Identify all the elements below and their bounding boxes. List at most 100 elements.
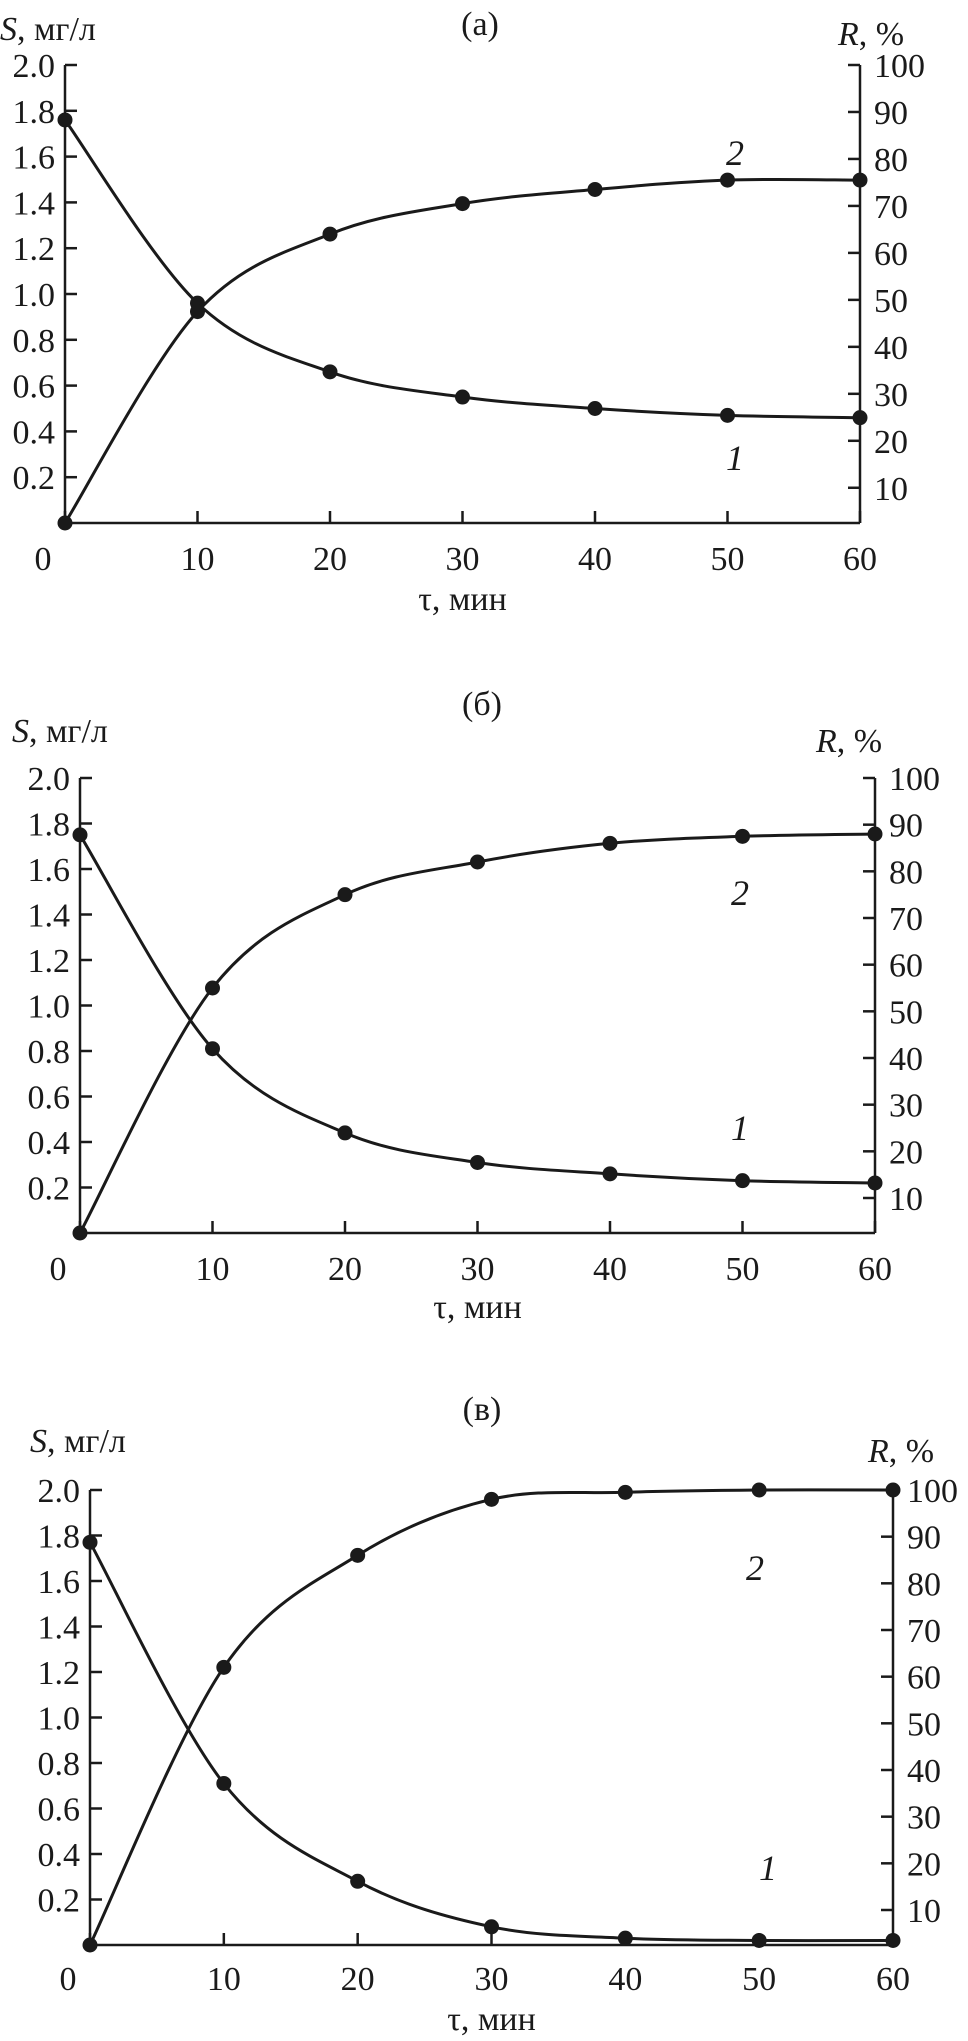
right-tick-label: 50 <box>874 283 908 320</box>
left-axis-title: S, мг/л <box>12 713 108 750</box>
right-tick-label: 30 <box>874 377 908 414</box>
series-1-point <box>751 1932 767 1948</box>
series-2-point <box>617 1484 633 1500</box>
right-tick-label: 90 <box>889 808 923 845</box>
series-1-point <box>720 407 735 423</box>
series-2-point <box>57 515 73 531</box>
right-tick-label: 70 <box>907 1613 941 1650</box>
left-tick-label: 1.4 <box>38 1610 81 1647</box>
x-axis-title: τ, мин <box>418 581 507 618</box>
chart-panel-1: (а) S, мг/л R, % 0.2 0.4 0.6 0.8 1.0 1.2 1.4 1.6 1.… <box>0 6 925 618</box>
right-axis-title: R, % <box>867 1433 934 1470</box>
series-2-point <box>885 1482 901 1498</box>
x-tick-label: 20 <box>313 541 347 578</box>
series-2-point <box>735 828 750 844</box>
series-2-point <box>455 196 470 212</box>
left-tick-label: 1.0 <box>28 989 71 1026</box>
left-tick-label: 1.8 <box>38 1519 81 1556</box>
panel-label: (а) <box>461 6 499 43</box>
left-tick-label: 2.0 <box>28 761 71 798</box>
x-tick-label: 40 <box>593 1251 627 1288</box>
right-tick-label: 10 <box>907 1893 941 1930</box>
series-2-point <box>867 826 883 842</box>
x-axis-title: τ, мин <box>447 2001 536 2038</box>
right-tick-label: 40 <box>874 330 908 367</box>
panel-label: (в) <box>463 1391 502 1428</box>
series-2-label: 2 <box>726 133 744 173</box>
x-tick-label: 0 <box>50 1251 67 1288</box>
left-tick-label: 2.0 <box>13 48 56 85</box>
series-2-point <box>587 181 603 197</box>
left-tick-label: 1.0 <box>38 1701 81 1738</box>
left-tick-label: 0.4 <box>38 1837 81 1874</box>
x-tick-label: 30 <box>446 541 480 578</box>
series-1-point <box>867 1175 883 1191</box>
series-1-point <box>587 401 603 416</box>
series-2-point <box>72 1225 88 1241</box>
left-tick-label: 1.2 <box>38 1655 81 1692</box>
x-tick-label: 60 <box>843 541 877 578</box>
x-tick-label: 50 <box>726 1251 760 1288</box>
series-2-point <box>190 304 205 320</box>
left-tick-label: 0.2 <box>38 1883 81 1920</box>
left-axis-unit: , мг/л <box>17 11 96 48</box>
right-tick-label: 40 <box>907 1753 941 1790</box>
series-1-point <box>484 1919 499 1935</box>
series-1-point <box>885 1932 901 1948</box>
series-2-point <box>720 172 735 188</box>
series-2-point <box>852 172 868 188</box>
left-axis-title: S, мг/л <box>0 11 96 48</box>
right-tick-label: 80 <box>874 142 908 179</box>
left-tick-label: 0.2 <box>13 460 56 497</box>
right-axis-unit: , % <box>837 723 882 760</box>
right-tick-label: 10 <box>874 471 908 508</box>
x-tick-label: 0 <box>35 541 52 578</box>
right-tick-label: 60 <box>907 1660 941 1697</box>
left-tick-label: 0.2 <box>28 1171 71 1208</box>
series-1-point <box>470 1154 485 1170</box>
x-axis-title: τ, мин <box>433 1289 522 1326</box>
series-2-label: 2 <box>731 873 749 913</box>
series-1-point <box>735 1173 750 1189</box>
x-tick-label: 20 <box>341 1961 375 1998</box>
right-tick-label: 60 <box>889 948 923 985</box>
series-2-point <box>602 835 618 851</box>
right-axis-unit: , % <box>859 16 904 53</box>
series-1-label: 1 <box>759 1848 777 1888</box>
right-tick-label: 90 <box>907 1520 941 1557</box>
left-tick-label: 1.6 <box>38 1564 81 1601</box>
right-axis-title: R, % <box>815 723 882 760</box>
x-tick-label: 30 <box>461 1251 495 1288</box>
left-axis-symbol: S <box>12 713 29 750</box>
left-tick-label: 1.6 <box>28 852 71 889</box>
series-1-point <box>852 410 868 426</box>
right-tick-label: 90 <box>874 95 908 132</box>
left-tick-label: 0.4 <box>13 414 56 451</box>
right-tick-label: 20 <box>907 1846 941 1883</box>
series-2-point <box>484 1491 499 1507</box>
right-tick-label: 30 <box>889 1088 923 1125</box>
x-tick-label: 30 <box>475 1961 509 1998</box>
right-axis-symbol: R <box>867 1433 889 1470</box>
chart-panel-3: (в) S, мг/л R, % 0.2 0.4 0.6 0.8 1.0 1.2 1.4 1.6 1.… <box>30 1391 958 2038</box>
series-1-point <box>350 1873 366 1889</box>
left-tick-label: 0.8 <box>13 323 56 360</box>
series-1-point <box>602 1166 618 1182</box>
left-tick-label: 1.4 <box>28 898 71 935</box>
left-axis-title: S, мг/л <box>30 1423 126 1460</box>
chart-panel-2: (б) S, мг/л R, % 0.2 0.4 0.6 0.8 1.0 1.2 1.4 1.6 1.… <box>12 686 940 1326</box>
right-tick-label: 50 <box>889 994 923 1031</box>
right-tick-label: 20 <box>889 1134 923 1171</box>
left-tick-label: 1.2 <box>28 943 71 980</box>
right-tick-label: 80 <box>907 1566 941 1603</box>
right-axis-title: R, % <box>837 16 904 53</box>
x-tick-label: 40 <box>578 541 612 578</box>
right-tick-label: 80 <box>889 854 923 891</box>
series-1-point <box>72 827 88 843</box>
series-1-point <box>57 112 73 128</box>
left-tick-label: 0.8 <box>38 1746 81 1783</box>
series-1-point <box>82 1534 98 1550</box>
series-1-label: 1 <box>731 1108 749 1148</box>
right-axis-unit: , % <box>889 1433 934 1470</box>
